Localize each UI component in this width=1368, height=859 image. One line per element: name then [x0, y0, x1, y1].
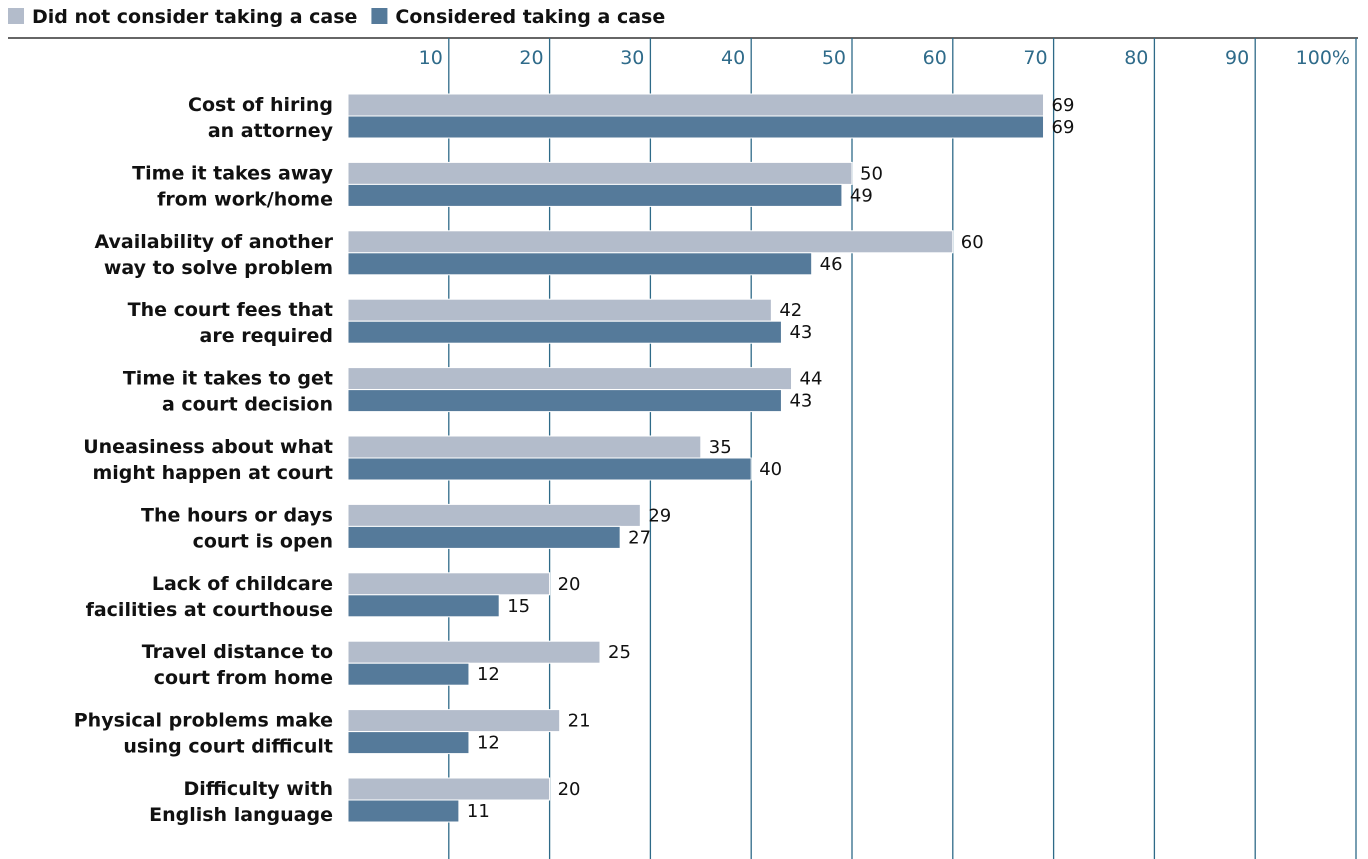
- category-label-6-1: court is open: [193, 530, 333, 552]
- category-label-3-0: The court fees that: [128, 299, 333, 321]
- category-label-1-0: Time it takes away: [132, 162, 333, 184]
- category-label-2-0: Availability of another: [94, 231, 333, 253]
- category-label-9-0: Physical problems make: [74, 710, 333, 732]
- tick-label-50: 50: [822, 47, 846, 69]
- bar-5-0: [347, 435, 702, 459]
- tick-label-10: 10: [419, 47, 443, 69]
- legend-label-1: Considered taking a case: [395, 6, 665, 28]
- bar-10-1: [347, 799, 460, 823]
- category-label-10-0: Difficulty with: [183, 778, 333, 800]
- tick-label-80: 80: [1124, 47, 1148, 69]
- value-label-1-0: 50: [860, 163, 883, 184]
- value-label-0-0: 69: [1052, 95, 1075, 116]
- value-label-9-1: 12: [477, 733, 500, 754]
- bar-6-1: [347, 525, 621, 549]
- bar-10-0: [347, 777, 551, 801]
- category-label-8-0: Travel distance to: [142, 641, 333, 663]
- value-label-6-0: 29: [648, 505, 671, 526]
- value-label-10-0: 20: [558, 779, 581, 800]
- bar-2-0: [347, 230, 954, 254]
- bar-9-0: [347, 709, 561, 733]
- category-label-3-1: are required: [200, 325, 333, 347]
- category-label-0-1: an attorney: [208, 120, 334, 142]
- bar-4-1: [347, 389, 782, 413]
- category-label-6-0: The hours or days: [141, 504, 333, 526]
- legend-swatch-1: [371, 8, 388, 24]
- tick-labels: 10 20 30 40 50 60 70 80 90 100%: [419, 47, 1350, 69]
- tick-label-100: 100%: [1296, 47, 1350, 69]
- category-label-7-1: facilities at courthouse: [86, 599, 333, 621]
- value-label-7-0: 20: [558, 574, 581, 595]
- value-label-7-1: 15: [507, 596, 530, 617]
- category-label-8-1: court from home: [154, 667, 333, 689]
- value-label-2-1: 46: [820, 254, 843, 275]
- bar-3-0: [347, 298, 772, 322]
- value-label-6-1: 27: [628, 527, 651, 548]
- bar-7-0: [347, 572, 551, 596]
- value-label-4-1: 43: [789, 391, 812, 412]
- legend: Did not consider taking a case Considered…: [8, 6, 665, 28]
- value-label-3-0: 42: [779, 300, 802, 321]
- tick-label-60: 60: [923, 47, 947, 69]
- tick-label-30: 30: [620, 47, 644, 69]
- value-label-10-1: 11: [467, 801, 490, 822]
- bar-6-0: [347, 503, 641, 527]
- bar-9-1: [347, 731, 470, 755]
- value-label-2-0: 60: [961, 232, 984, 253]
- tick-label-20: 20: [519, 47, 543, 69]
- bar-2-1: [347, 252, 813, 276]
- bar-7-1: [347, 594, 500, 618]
- bar-1-1: [347, 183, 843, 207]
- category-label-2-1: way to solve problem: [104, 257, 333, 279]
- bar-8-1: [347, 662, 470, 686]
- value-label-5-0: 35: [709, 437, 732, 458]
- category-label-5-0: Uneasiness about what: [83, 436, 333, 458]
- category-label-0-0: Cost of hiring: [188, 94, 333, 116]
- bar-3-1: [347, 320, 782, 344]
- bars: [347, 93, 1045, 823]
- value-label-8-1: 12: [477, 664, 500, 685]
- value-label-4-0: 44: [800, 369, 823, 390]
- category-label-9-1: using court difficult: [123, 736, 333, 758]
- value-label-1-1: 49: [850, 185, 873, 206]
- bar-4-0: [347, 367, 793, 391]
- tick-label-70: 70: [1023, 47, 1047, 69]
- value-label-5-1: 40: [759, 459, 782, 480]
- category-label-7-0: Lack of childcare: [152, 573, 333, 595]
- tick-label-40: 40: [721, 47, 745, 69]
- legend-swatch-0: [8, 8, 24, 24]
- tick-label-90: 90: [1225, 47, 1249, 69]
- value-label-0-1: 69: [1052, 117, 1075, 138]
- value-label-3-1: 43: [789, 322, 812, 343]
- category-label-5-1: might happen at court: [92, 462, 333, 484]
- bar-1-0: [347, 161, 853, 185]
- legend-label-0: Did not consider taking a case: [32, 6, 357, 28]
- value-label-9-0: 21: [568, 711, 591, 732]
- bar-5-1: [347, 457, 752, 481]
- bar-0-0: [347, 93, 1045, 117]
- category-label-4-0: Time it takes to get: [123, 368, 333, 390]
- value-label-8-0: 25: [608, 642, 631, 663]
- category-label-1-1: from work/home: [157, 188, 333, 210]
- bar-0-1: [347, 115, 1045, 139]
- value-labels: 6969504960464243444335402927201525122112…: [467, 95, 1075, 822]
- category-label-10-1: English language: [149, 804, 333, 826]
- category-label-4-1: a court decision: [162, 394, 333, 416]
- bar-8-0: [347, 640, 601, 664]
- category-labels: Cost of hiring an attorney Time it takes a…: [74, 94, 334, 826]
